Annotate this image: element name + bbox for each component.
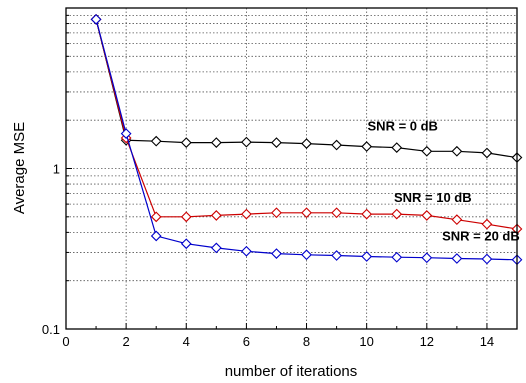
series-point [391, 208, 403, 220]
series-point [241, 208, 252, 220]
series-point [481, 218, 493, 230]
series-point [271, 207, 282, 219]
series-point [361, 208, 373, 220]
series-point [331, 207, 342, 219]
series-point [331, 139, 342, 151]
series-point [150, 211, 162, 223]
series-point [180, 238, 192, 250]
x-tick-label: 8 [303, 334, 310, 349]
series-annotation: SNR = 10 dB [394, 190, 472, 205]
series-point [361, 251, 373, 262]
x-tick-label: 0 [62, 334, 69, 349]
series-point [271, 137, 282, 148]
y-tick-label: 1 [53, 162, 60, 177]
series-point [421, 145, 433, 157]
grid [66, 8, 517, 329]
series-point [451, 214, 463, 226]
series-point [421, 252, 433, 264]
series-point [481, 253, 493, 265]
series-point [241, 245, 252, 257]
x-tick-label: 14 [480, 334, 494, 349]
series-annotation: SNR = 0 dB [368, 119, 438, 134]
tick-labels: 0 2 4 6 8 10 12 14 0.1 1 [42, 162, 494, 350]
x-tick-label: 10 [359, 334, 373, 349]
series-point [271, 248, 282, 259]
x-axis-title: number of iterations [225, 363, 358, 380]
x-tick-label: 12 [420, 334, 434, 349]
series-point [90, 13, 102, 25]
series-point [210, 242, 222, 254]
x-tick-label: 6 [243, 334, 250, 349]
series-point [210, 210, 222, 221]
series-point [180, 137, 192, 148]
y-axis-title: Average MSE [11, 122, 28, 214]
x-tick-label: 2 [123, 334, 130, 349]
series-point [481, 147, 493, 159]
series-point [331, 250, 342, 261]
series-point [301, 249, 312, 261]
series-group [90, 13, 523, 266]
series-annotation: SNR = 20 dB [442, 229, 520, 244]
series-point [150, 135, 162, 147]
series-point [361, 141, 373, 152]
series-point [451, 253, 463, 264]
series-point [180, 211, 192, 223]
series-point [391, 251, 403, 263]
series-point [391, 142, 403, 153]
annotations: SNR = 0 dB SNR = 10 dB SNR = 20 dB [368, 119, 520, 244]
series-point [301, 138, 312, 149]
series-point [120, 128, 132, 139]
ticks [65, 7, 518, 330]
y-tick-label: 0.1 [42, 322, 60, 337]
series-point [241, 136, 252, 148]
series-point [210, 137, 222, 148]
series-point [421, 210, 433, 221]
series-point [301, 207, 312, 219]
series-point [150, 230, 162, 242]
x-tick-label: 4 [183, 334, 190, 349]
series-point [451, 145, 463, 157]
